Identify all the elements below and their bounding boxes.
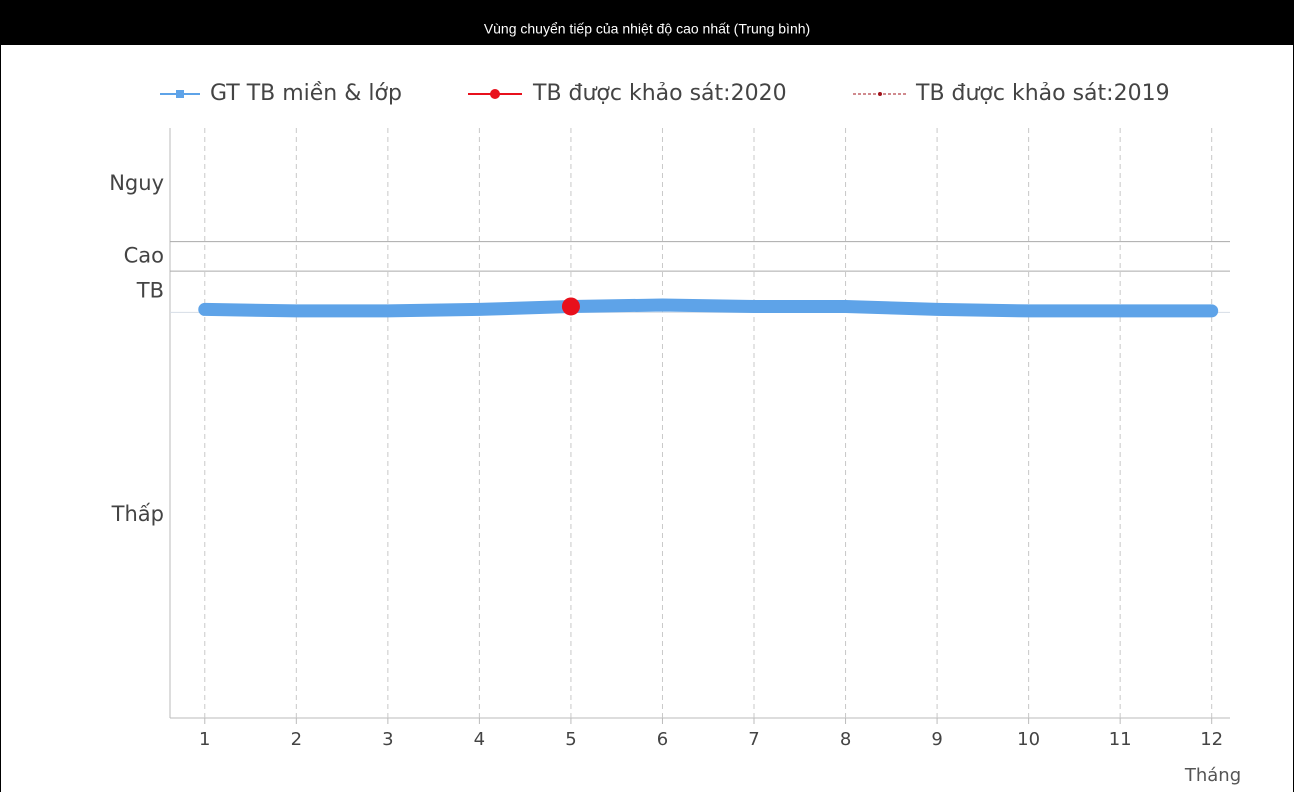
x-tick-label: 10 (1017, 729, 1040, 750)
legend-marker (878, 92, 882, 96)
point (290, 304, 303, 317)
point (561, 297, 580, 316)
legend-label: GT TB miền & lớp (210, 81, 402, 106)
series-line (198, 298, 1219, 318)
x-tick-label: 11 (1109, 729, 1132, 750)
y-tick-label: Nguy (109, 171, 164, 195)
chart-title: Vùng chuyển tiếp của nhiệt độ cao nhất (… (484, 21, 810, 37)
x-tick-label: 1 (199, 729, 210, 750)
x-tick-label: 5 (565, 729, 576, 750)
x-tick-label: 2 (291, 729, 302, 750)
point (1022, 304, 1035, 317)
x-tick-label: 6 (657, 729, 668, 750)
point (381, 304, 394, 317)
legend-label: TB được khảo sát:2019 (915, 81, 1170, 106)
x-tick-label: 7 (748, 729, 759, 750)
y-tick-label: TB (136, 279, 164, 303)
x-tick-label: 3 (382, 729, 393, 750)
legend-label: TB được khảo sát:2020 (532, 81, 787, 106)
point (1114, 304, 1127, 317)
x-tick-label: 8 (840, 729, 851, 750)
x-tick-label: 4 (474, 729, 485, 750)
point (198, 303, 211, 316)
point (748, 300, 761, 313)
header-bar (0, 0, 1294, 45)
legend-marker (176, 90, 184, 98)
x-tick-label: 12 (1200, 729, 1223, 750)
y-tick-label: Cao (124, 243, 164, 267)
point (656, 299, 669, 311)
y-tick-label: Thấp (111, 502, 164, 526)
point (473, 303, 486, 316)
point (839, 300, 852, 313)
x-tick-label: 9 (931, 729, 942, 750)
x-axis-title: Tháng (1184, 765, 1241, 786)
point (931, 303, 944, 316)
legend-marker (490, 89, 500, 99)
point (1205, 304, 1218, 317)
